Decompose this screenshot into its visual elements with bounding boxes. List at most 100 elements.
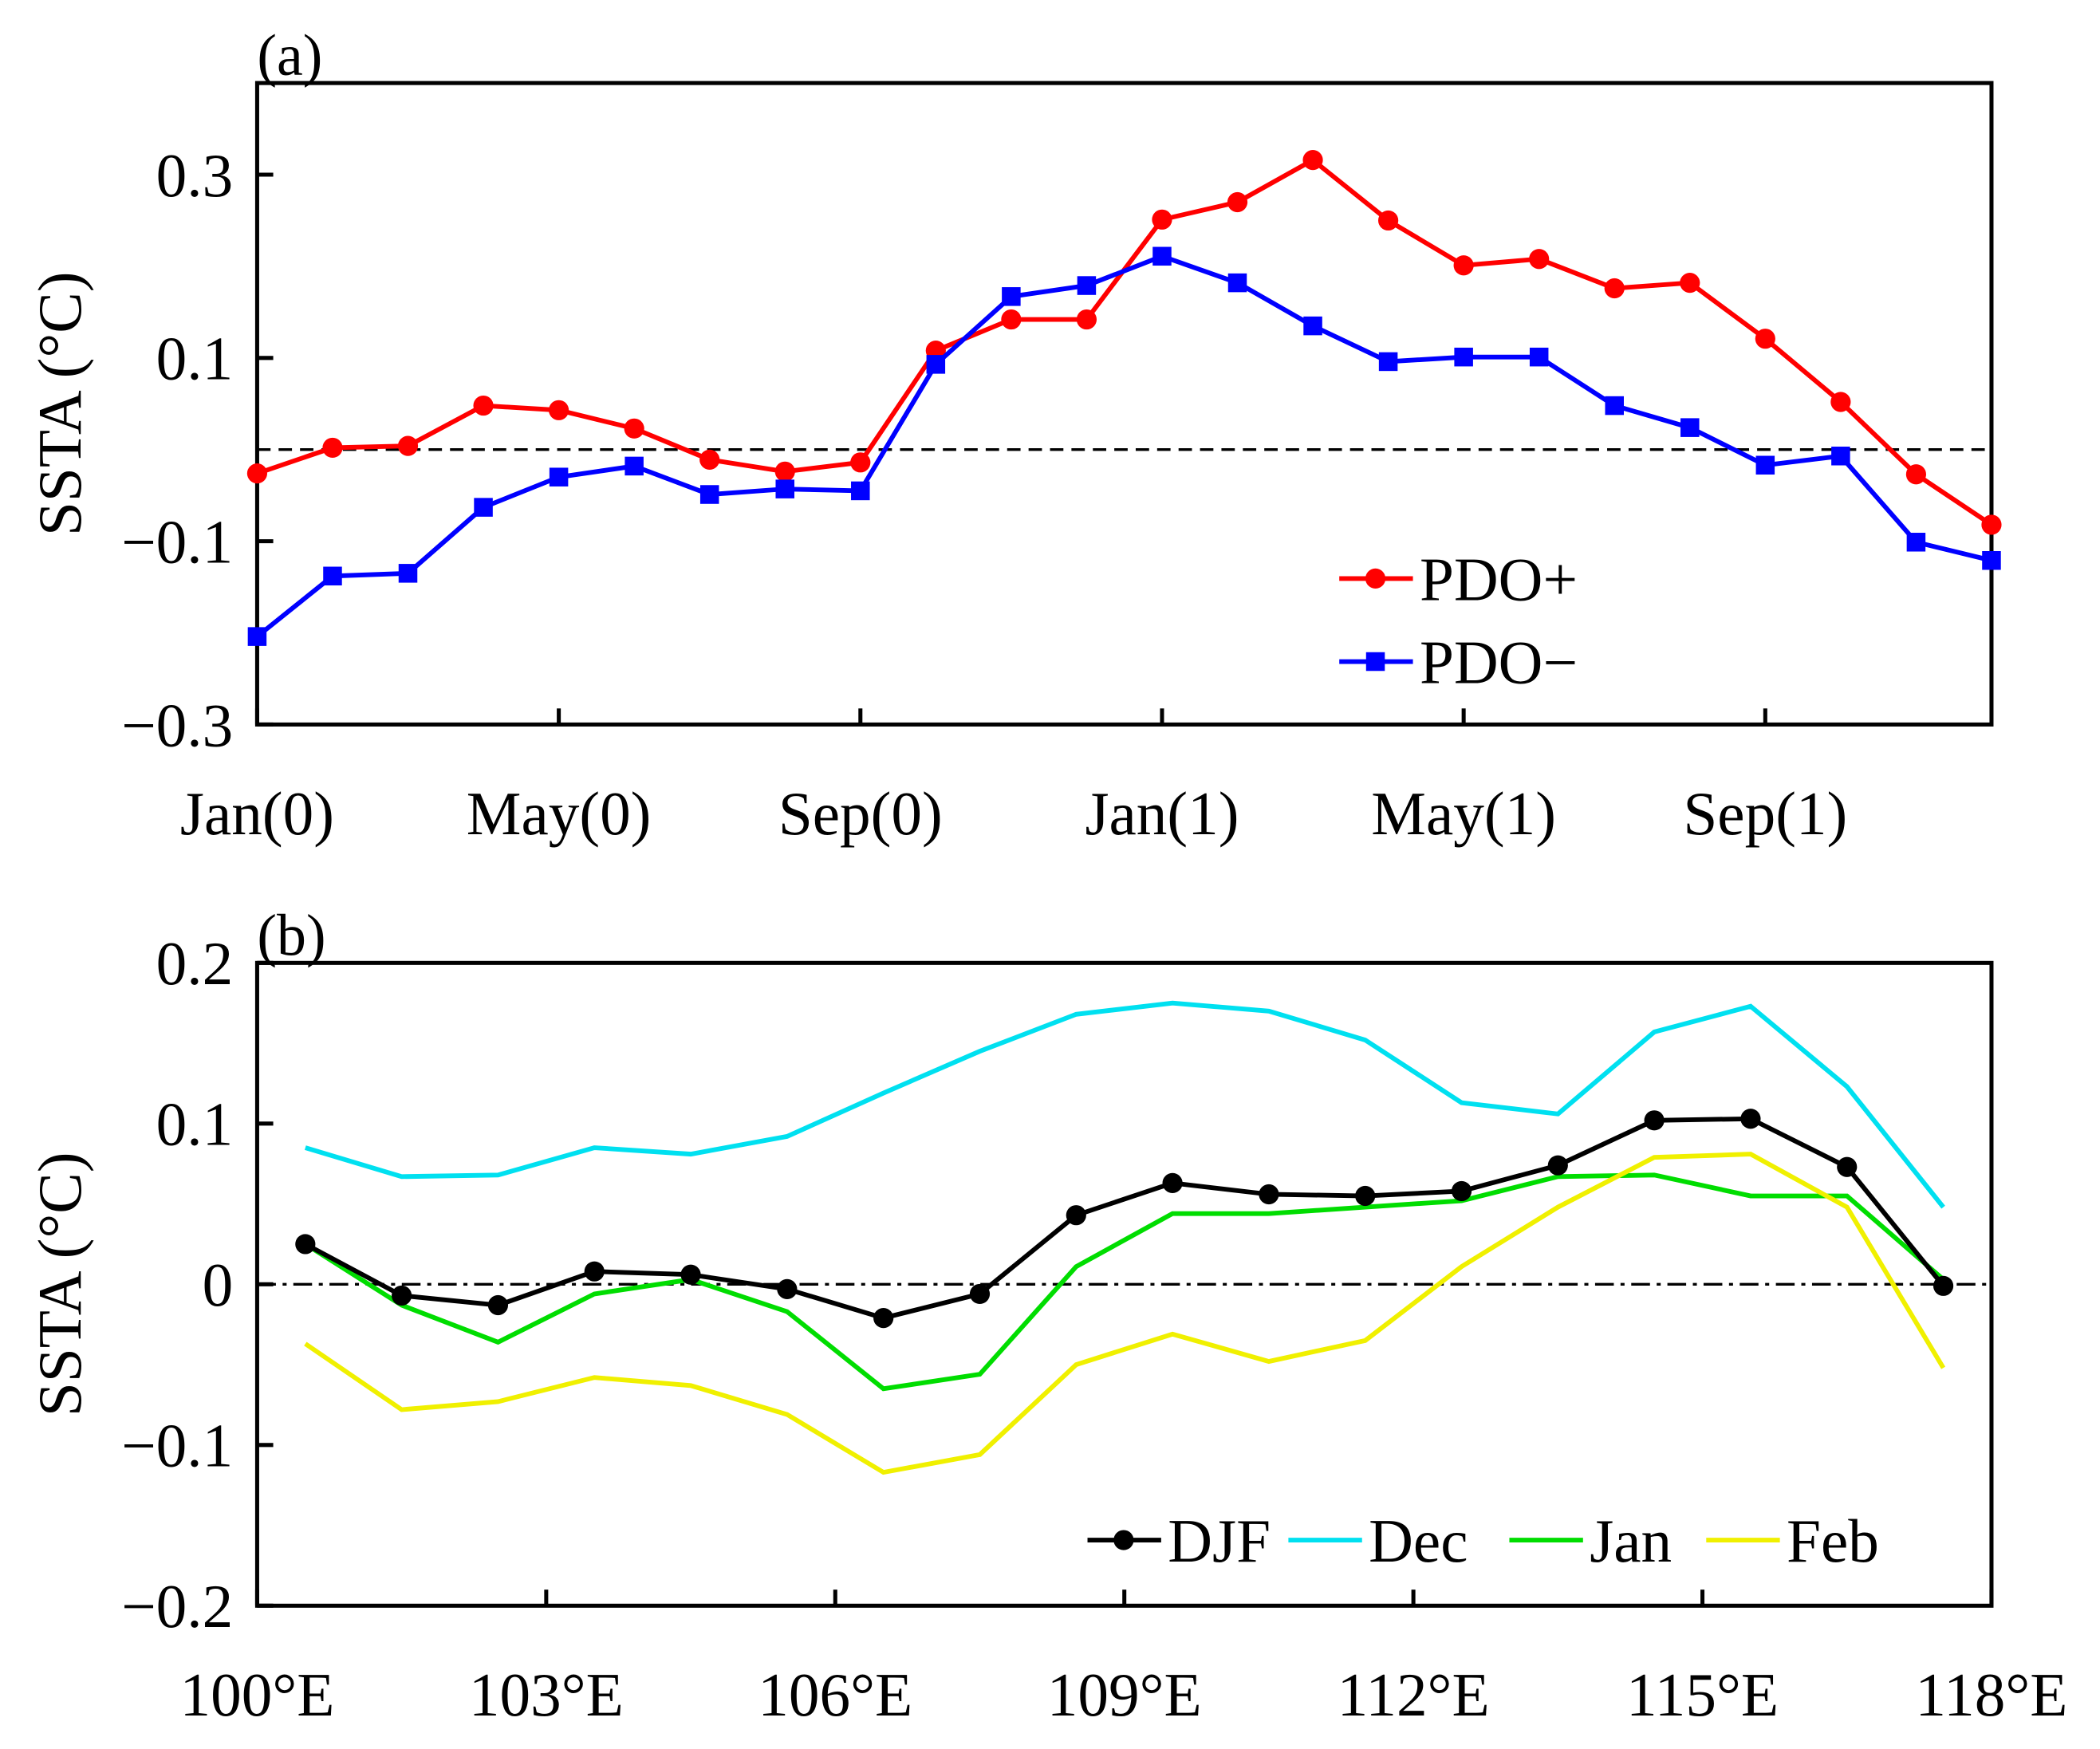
- data-point: [969, 1283, 991, 1305]
- y-tick-label: −0.1: [121, 1412, 233, 1480]
- data-point: [487, 1294, 509, 1316]
- data-point: [1644, 1110, 1665, 1131]
- data-point: [474, 498, 493, 517]
- y-tick-label: 0.1: [156, 325, 234, 393]
- data-point: [1077, 276, 1097, 295]
- data-point: [1378, 352, 1398, 372]
- data-point: [1906, 533, 1926, 552]
- legend-item: PDO+: [1339, 545, 1578, 613]
- series-dec: [304, 1000, 1945, 1209]
- data-point: [680, 1264, 701, 1285]
- data-point: [398, 564, 418, 583]
- panel-label: (b): [257, 902, 325, 967]
- y-tick-label: 0: [203, 1251, 234, 1319]
- data-point: [392, 1285, 412, 1306]
- legend-label: PDO+: [1420, 545, 1578, 613]
- data-point: [1605, 396, 1624, 416]
- legend: PDO+ PDO−: [1339, 545, 1578, 696]
- data-point: [1740, 1109, 1761, 1129]
- legend-item: Jan: [1509, 1507, 1672, 1575]
- x-tick-label: 118°E: [1915, 1660, 2067, 1729]
- data-point: [699, 485, 719, 504]
- data-point: [851, 481, 870, 501]
- legend-marker: [1113, 1530, 1134, 1550]
- data-point: [1837, 1156, 1858, 1177]
- data-point: [549, 467, 569, 486]
- y-tick-label: −0.2: [121, 1572, 233, 1641]
- data-point: [1604, 278, 1625, 299]
- data-point: [775, 479, 794, 498]
- data-point: [850, 452, 871, 473]
- data-point: [1905, 464, 1927, 485]
- legend-item: Feb: [1706, 1507, 1879, 1575]
- series-line: [304, 1152, 1946, 1475]
- x-tick-label: 112°E: [1338, 1660, 1490, 1729]
- y-axis-label: SSTA (°C): [26, 271, 94, 536]
- y-tick-label: 0.1: [156, 1090, 234, 1159]
- x-tick-label: 106°E: [758, 1660, 912, 1729]
- data-point: [1830, 392, 1851, 412]
- data-point: [1001, 309, 1022, 330]
- x-tick-label: Sep(1): [1683, 779, 1847, 848]
- data-point: [549, 400, 569, 420]
- data-point: [322, 437, 343, 459]
- panel-b: 0.2 0.1 0 −0.1 −0.2 100°E 103°E 106°E 109°E 112°E…: [26, 902, 2068, 1729]
- legend-label: DJF: [1168, 1507, 1271, 1575]
- data-point: [397, 435, 419, 456]
- data-point: [1066, 1205, 1086, 1226]
- x-tick-label: Sep(0): [778, 779, 943, 848]
- x-tick-label: Jan(0): [180, 779, 334, 848]
- y-tick-label: −0.3: [121, 691, 233, 759]
- data-point: [247, 627, 267, 646]
- data-point: [246, 463, 268, 484]
- y-axis-label: SSTA (°C): [26, 1152, 94, 1417]
- data-point: [1152, 209, 1172, 230]
- data-point: [323, 566, 342, 586]
- legend-label: PDO−: [1420, 628, 1578, 696]
- data-point: [1831, 447, 1850, 466]
- data-point: [295, 1234, 316, 1255]
- legend-marker: [1365, 652, 1385, 672]
- data-point: [1227, 191, 1248, 213]
- data-point: [1227, 273, 1247, 293]
- legend-item: DJF: [1087, 1507, 1271, 1575]
- data-point: [1076, 309, 1097, 330]
- series-line: [304, 1000, 1945, 1209]
- data-point: [1755, 455, 1775, 475]
- y-tick-label: 0.2: [156, 929, 234, 998]
- series-line: [256, 157, 1993, 527]
- data-point: [1259, 1184, 1279, 1205]
- series-feb: [304, 1152, 1946, 1475]
- data-point: [1453, 255, 1474, 276]
- data-point: [1981, 514, 2002, 535]
- series-line: [255, 254, 1992, 639]
- data-point: [699, 449, 720, 470]
- legend-item: Dec: [1288, 1507, 1468, 1575]
- data-point: [926, 355, 946, 374]
- data-point: [1303, 316, 1322, 336]
- data-point: [1378, 210, 1399, 231]
- data-point: [1302, 150, 1323, 171]
- series-jan: [304, 1172, 1945, 1392]
- legend: DJF Dec Jan Feb: [1087, 1507, 1879, 1575]
- data-point: [1982, 551, 2001, 570]
- data-point: [1680, 418, 1700, 437]
- series-line: [304, 1116, 1945, 1321]
- data-point: [873, 1308, 894, 1329]
- data-point: [1355, 1185, 1376, 1207]
- data-point: [1755, 329, 1775, 349]
- series-line: [304, 1172, 1945, 1392]
- series-pdoplus: [246, 150, 2002, 535]
- x-tick-label: Jan(1): [1085, 779, 1239, 848]
- y-tick-label: 0.3: [156, 141, 234, 210]
- data-point: [1162, 1172, 1183, 1193]
- data-point: [624, 456, 644, 476]
- axes-frame: [254, 81, 1994, 727]
- data-point: [473, 395, 494, 416]
- legend-item: PDO−: [1339, 628, 1578, 696]
- series-djf: [295, 1109, 1954, 1329]
- panel-label: (a): [257, 22, 322, 88]
- x-tick-label: 103°E: [469, 1660, 624, 1729]
- data-point: [1002, 287, 1021, 306]
